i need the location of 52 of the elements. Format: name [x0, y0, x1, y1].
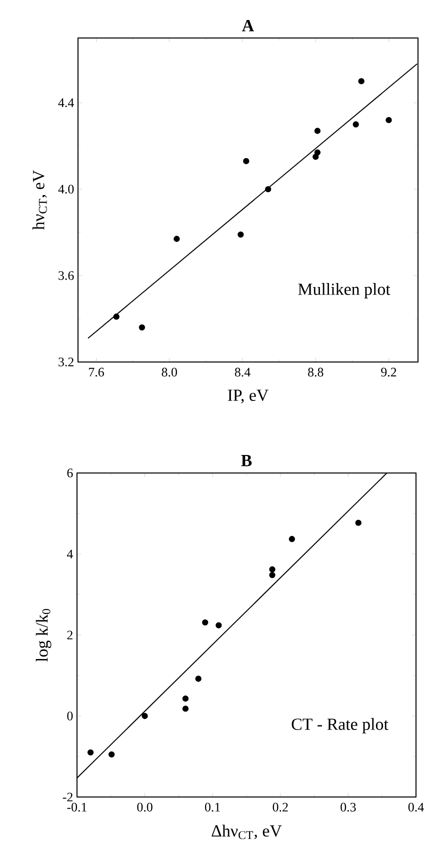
point [314, 128, 320, 134]
point [113, 314, 120, 320]
point [237, 231, 244, 238]
y-tick-label: 4 [66, 550, 73, 558]
x-tick-label: 7.6 [88, 368, 104, 377]
point [358, 78, 364, 84]
y-tick-label: 3.6 [58, 271, 74, 280]
x-tick-label: 0.0 [137, 802, 152, 812]
y-axis-title: hν$_{CT}$, eV [32, 170, 47, 230]
annotation: CT - Rate plot [292, 718, 388, 734]
x-tick-label: 8.8 [308, 368, 324, 377]
y-tick-label: 4.4 [58, 98, 74, 108]
point [202, 619, 208, 626]
x-tick-label: -0.1 [67, 802, 86, 812]
chart-title: B [240, 455, 252, 466]
point [314, 149, 320, 156]
x-tick-label: 0.4 [408, 802, 424, 812]
chart-title: A [242, 20, 254, 32]
y-tick-label: 4.0 [58, 184, 74, 194]
point [173, 236, 180, 242]
x-axis-title: IP, eV [228, 390, 268, 404]
y-tick-label: 2 [67, 630, 72, 640]
point [142, 712, 148, 720]
x-axis-title: Δhν$_{CT}$, eV [212, 824, 282, 840]
point [355, 520, 362, 526]
y-tick-label: -2 [62, 792, 72, 802]
y-axis-title: log k/k$_{0}$ [36, 608, 52, 662]
x-tick-label: 0.3 [340, 802, 356, 812]
x-tick-label: 8.4 [234, 368, 250, 377]
point [264, 186, 271, 192]
point [108, 751, 114, 758]
y-tick-label: 3.2 [58, 358, 74, 366]
point [215, 622, 222, 628]
point [242, 158, 250, 164]
x-tick-label: 0.1 [204, 802, 220, 812]
x-tick-label: 9.2 [380, 368, 396, 377]
point [182, 695, 188, 702]
y-tick-label: 6 [67, 468, 73, 478]
y-tick-label: 0 [67, 712, 72, 720]
point [195, 676, 202, 682]
point [312, 154, 319, 160]
x-tick-label: 8.0 [162, 368, 177, 377]
point [138, 324, 145, 331]
x-tick-label: 0.2 [272, 802, 288, 812]
point [182, 706, 188, 712]
point [268, 566, 276, 572]
point [385, 116, 392, 124]
point [352, 121, 359, 128]
point [288, 536, 295, 542]
annotation: Mulliken plot [298, 283, 390, 298]
point [268, 572, 276, 578]
point [87, 749, 94, 756]
